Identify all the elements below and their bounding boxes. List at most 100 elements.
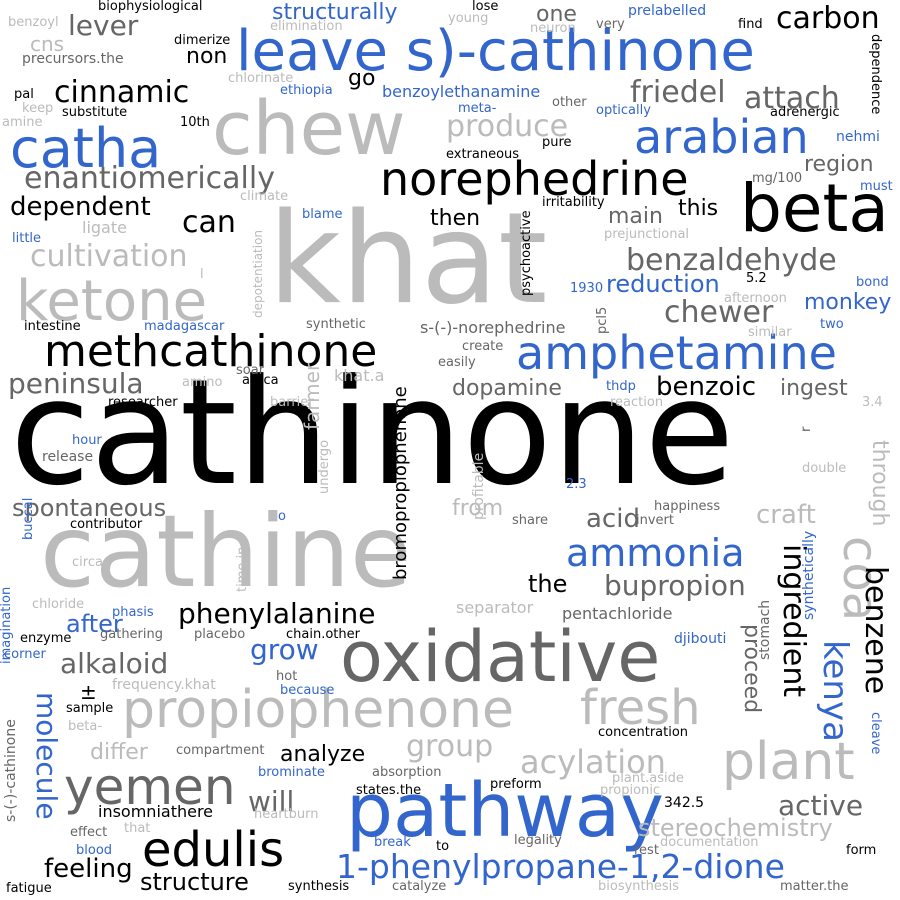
word: create	[462, 339, 504, 354]
word: climate	[240, 189, 289, 204]
word: mg/100	[752, 171, 803, 186]
word: monkey	[804, 290, 892, 315]
word: ethiopia	[280, 83, 333, 98]
word: biosynthesis	[598, 879, 680, 894]
word: blame	[302, 207, 343, 222]
word: attach	[744, 81, 840, 116]
word: lose	[472, 0, 499, 14]
word: pal	[14, 87, 34, 102]
word: effect	[70, 825, 108, 840]
word: keep	[22, 101, 54, 116]
word: main	[608, 204, 663, 229]
word: form	[846, 843, 877, 858]
word: r	[799, 426, 814, 432]
word: group	[406, 729, 494, 764]
word: find	[738, 17, 763, 32]
word: plant.aside	[612, 771, 684, 786]
word: propiophenone	[122, 680, 515, 740]
word: documentation	[660, 835, 759, 850]
word: s-(-)-cathinone	[3, 719, 19, 822]
word: two	[820, 317, 844, 332]
word: profitable	[471, 452, 487, 520]
word: amphetamine	[516, 326, 837, 380]
word: non	[186, 44, 228, 69]
word: phasis	[112, 605, 154, 620]
word: pentachloride	[562, 604, 673, 623]
word: structurally	[272, 0, 398, 25]
word: active	[778, 789, 864, 822]
word: friedel	[630, 75, 726, 110]
word: dimerize	[174, 33, 231, 48]
word: 342.5	[664, 795, 705, 811]
word: other	[552, 95, 587, 110]
word: peninsula	[8, 367, 144, 400]
word: reaction	[610, 395, 664, 410]
word: biophysiological	[98, 0, 203, 14]
word: optically	[596, 103, 651, 118]
word: beta	[740, 170, 889, 247]
word: after	[66, 610, 123, 638]
word: buccal	[21, 497, 36, 540]
word: preform	[490, 777, 542, 792]
word: cns	[30, 32, 65, 56]
word: methcathinone	[44, 326, 378, 377]
word: enzyme	[20, 631, 72, 646]
word: craft	[756, 500, 816, 530]
word: benzoyl	[8, 15, 59, 30]
word: 3.4	[862, 395, 883, 410]
word: structure	[140, 868, 249, 896]
word: similar	[748, 325, 792, 340]
word: spontaneous	[12, 494, 167, 522]
word: stomach	[757, 599, 773, 660]
word: adrenergic	[770, 105, 840, 120]
word: depotentiation	[251, 229, 265, 318]
word: amino	[182, 375, 223, 390]
word: synthetically	[801, 530, 817, 620]
word: to	[436, 839, 450, 854]
word: precursors.the	[22, 51, 124, 67]
word: bromopropiophenone	[390, 386, 411, 580]
word: o	[278, 509, 286, 524]
word: benzaldehyde	[626, 243, 837, 278]
word: contributor	[70, 517, 143, 532]
word: easily	[438, 355, 476, 370]
word: arabian	[634, 110, 809, 164]
word: chloride	[32, 597, 85, 612]
word: alkaloid	[60, 647, 169, 680]
word: khat	[268, 185, 548, 332]
word: will	[248, 785, 295, 818]
word: can	[182, 205, 236, 240]
word: khat.a	[334, 366, 385, 385]
word: prejunctional	[604, 227, 690, 242]
word: propionic	[600, 783, 661, 798]
word: edulis	[142, 822, 285, 878]
word: kenya	[815, 640, 855, 742]
word: catha	[10, 117, 162, 180]
word: pure	[542, 135, 572, 150]
word: fresh	[580, 680, 701, 736]
word: elimination	[270, 19, 343, 34]
word: irritability	[542, 195, 605, 210]
word: matter.the	[780, 879, 849, 894]
word: norephedrine	[380, 152, 689, 206]
word: blood	[76, 843, 113, 858]
word: rest	[634, 843, 659, 858]
word: oxidative	[340, 616, 661, 698]
word: plant	[722, 732, 855, 792]
word: cathine	[40, 493, 412, 610]
word: corner	[4, 647, 46, 662]
word: benzoylethanamine	[382, 82, 541, 101]
word: release	[42, 449, 94, 465]
word: young	[448, 11, 489, 26]
word: undergo	[317, 439, 332, 494]
word: this	[678, 196, 719, 221]
word: that	[124, 821, 151, 836]
word: ingest	[780, 376, 848, 401]
word: afternoon	[724, 291, 787, 306]
word: produce	[446, 109, 569, 144]
word: prelabelled	[628, 3, 707, 19]
word: neuron	[530, 21, 576, 36]
word: acylation	[520, 743, 666, 781]
word: thdp	[606, 379, 636, 394]
